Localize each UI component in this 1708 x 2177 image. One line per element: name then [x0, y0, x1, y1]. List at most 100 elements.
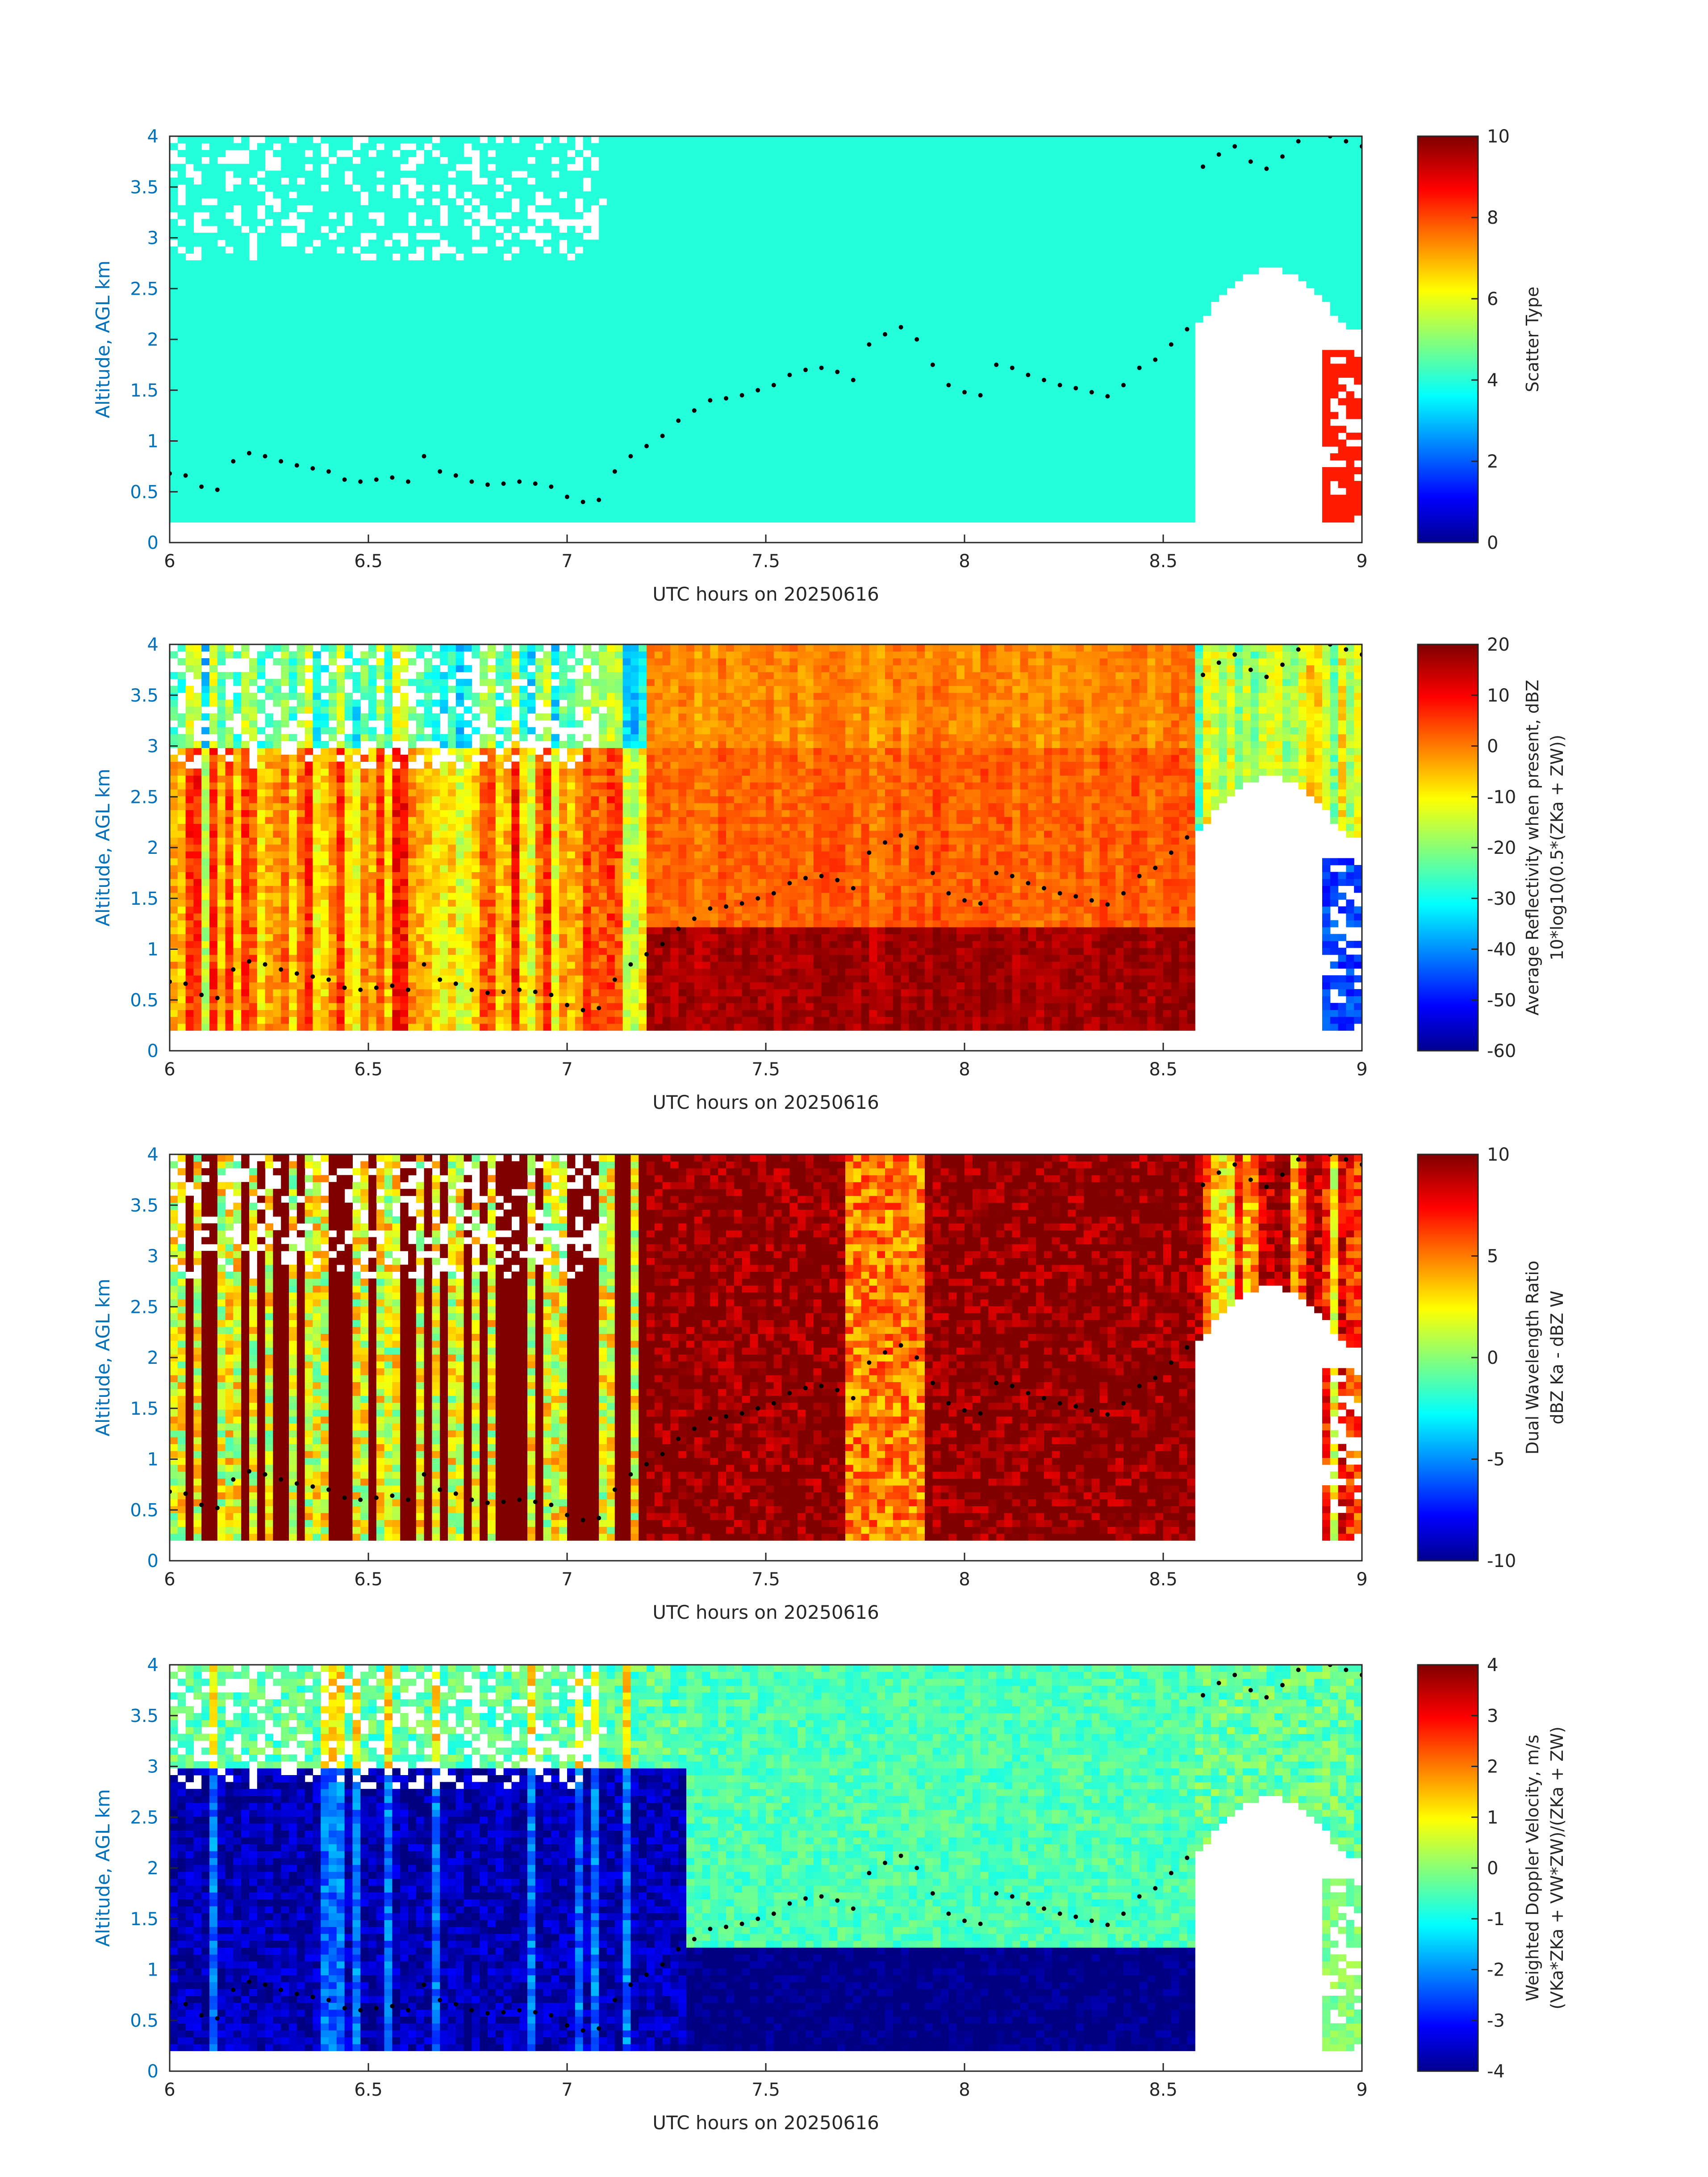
heatmap-cell [742, 343, 750, 351]
heatmap-cell [758, 467, 766, 474]
heatmap-cell [821, 460, 830, 468]
heatmap-cell [583, 370, 591, 378]
heatmap-cell [654, 247, 663, 254]
heatmap-cell [758, 412, 766, 419]
heatmap-cell [861, 308, 869, 316]
heatmap-cell [877, 157, 885, 164]
heatmap-cell [591, 474, 599, 481]
heatmap-cell [662, 301, 671, 309]
heatmap-cell [845, 405, 854, 413]
heatmap-cell [678, 481, 687, 488]
heatmap-cell [718, 219, 727, 226]
heatmap-cell [591, 350, 599, 357]
heatmap-cell [901, 398, 909, 405]
heatmap-cell [543, 336, 551, 343]
heatmap-cell [718, 267, 727, 275]
heatmap-cell [614, 233, 623, 240]
heatmap-cell [853, 446, 862, 454]
heatmap-cell [837, 212, 846, 219]
heatmap-cell [376, 274, 385, 281]
heatmap-cell [654, 439, 663, 447]
heatmap-cell [193, 163, 202, 171]
heatmap-cell [909, 219, 917, 226]
heatmap-cell [678, 191, 687, 199]
heatmap-cell [781, 136, 790, 143]
heatmap-cell [758, 515, 766, 523]
heatmap-cell [344, 488, 353, 495]
heatmap-cell [273, 184, 281, 192]
heatmap-cell [384, 439, 393, 447]
heatmap-cell [352, 205, 361, 213]
heatmap-cell [551, 384, 560, 392]
heatmap-cell [686, 446, 695, 454]
heatmap-cell [336, 315, 345, 323]
heatmap-cell [480, 295, 488, 302]
heatmap-cell [543, 418, 551, 426]
heatmap-cell [201, 233, 210, 240]
heatmap-cell [726, 288, 735, 295]
heatmap-cell [305, 157, 313, 164]
heatmap-cell [575, 432, 584, 440]
heatmap-cell [614, 515, 623, 523]
heatmap-cell [806, 295, 814, 302]
heatmap-cell [694, 377, 703, 385]
heatmap-cell [488, 453, 496, 461]
heatmap-cell [813, 357, 822, 364]
heatmap-cell [766, 247, 774, 254]
heatmap-cell [710, 494, 718, 502]
heatmap-cell [798, 239, 806, 247]
heatmap-cell [495, 205, 504, 213]
heatmap-cell [781, 274, 790, 281]
heatmap-cell [686, 467, 695, 474]
heatmap-cell [329, 412, 337, 419]
heatmap-cell [519, 150, 528, 157]
heatmap-cell [432, 377, 440, 385]
heatmap-cell [376, 405, 385, 413]
heatmap-cell [296, 301, 305, 309]
heatmap-cell [559, 370, 568, 378]
heatmap-cell [472, 281, 480, 288]
heatmap-cell [575, 295, 584, 302]
heatmap-cell [654, 364, 663, 371]
heatmap-cell [798, 384, 806, 392]
heatmap-cell [455, 233, 464, 240]
heatmap-cell [424, 446, 432, 454]
heatmap-cell [813, 198, 822, 205]
heatmap-cell [551, 357, 560, 364]
heatmap-cell [647, 343, 655, 351]
heatmap-cell [654, 184, 663, 192]
heatmap-cell [217, 281, 226, 288]
heatmap-cell [885, 191, 894, 199]
heatmap-cell [313, 150, 321, 157]
heatmap-cell [845, 501, 854, 509]
heatmap-cell [639, 412, 647, 419]
heatmap-cell [392, 143, 401, 150]
heatmap-cell [225, 205, 234, 213]
heatmap-cell [909, 295, 917, 302]
heatmap-cell [177, 315, 186, 323]
heatmap-cell [289, 143, 297, 150]
heatmap-cell [241, 281, 250, 288]
heatmap-cell [829, 377, 838, 385]
heatmap-cell [329, 219, 337, 226]
heatmap-cell [773, 212, 782, 219]
heatmap-cell [352, 315, 361, 323]
heatmap-cell [233, 343, 242, 351]
heatmap-cell [376, 357, 385, 364]
heatmap-cell [575, 212, 584, 219]
heatmap-cell [559, 157, 568, 164]
heatmap-cell [480, 405, 488, 413]
heatmap-cell [321, 267, 329, 275]
heatmap-cell [241, 329, 250, 337]
heatmap-cell [384, 143, 393, 150]
heatmap-cell [313, 446, 321, 454]
heatmap-cell [368, 184, 377, 192]
heatmap-cell [416, 370, 425, 378]
heatmap-cell [750, 508, 758, 516]
heatmap-cell [813, 467, 822, 474]
heatmap-cell [384, 308, 393, 316]
heatmap-cell [654, 143, 663, 150]
heatmap-cell [249, 460, 258, 468]
heatmap-cell [567, 481, 576, 488]
heatmap-cell [455, 467, 464, 474]
